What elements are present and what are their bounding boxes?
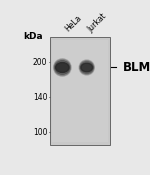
Text: 100: 100 xyxy=(33,128,47,137)
Text: Jurkat: Jurkat xyxy=(86,11,108,34)
Bar xyxy=(50,37,110,145)
Text: HeLa: HeLa xyxy=(63,14,84,34)
Ellipse shape xyxy=(81,63,93,72)
Bar xyxy=(52,40,108,142)
Text: 200: 200 xyxy=(33,58,47,67)
Text: BLM: BLM xyxy=(123,61,150,74)
Ellipse shape xyxy=(54,59,71,76)
Text: kDa: kDa xyxy=(23,32,43,41)
Ellipse shape xyxy=(79,60,94,75)
Ellipse shape xyxy=(80,61,93,74)
Text: 140: 140 xyxy=(33,93,47,102)
Ellipse shape xyxy=(56,62,69,73)
Ellipse shape xyxy=(55,60,70,75)
